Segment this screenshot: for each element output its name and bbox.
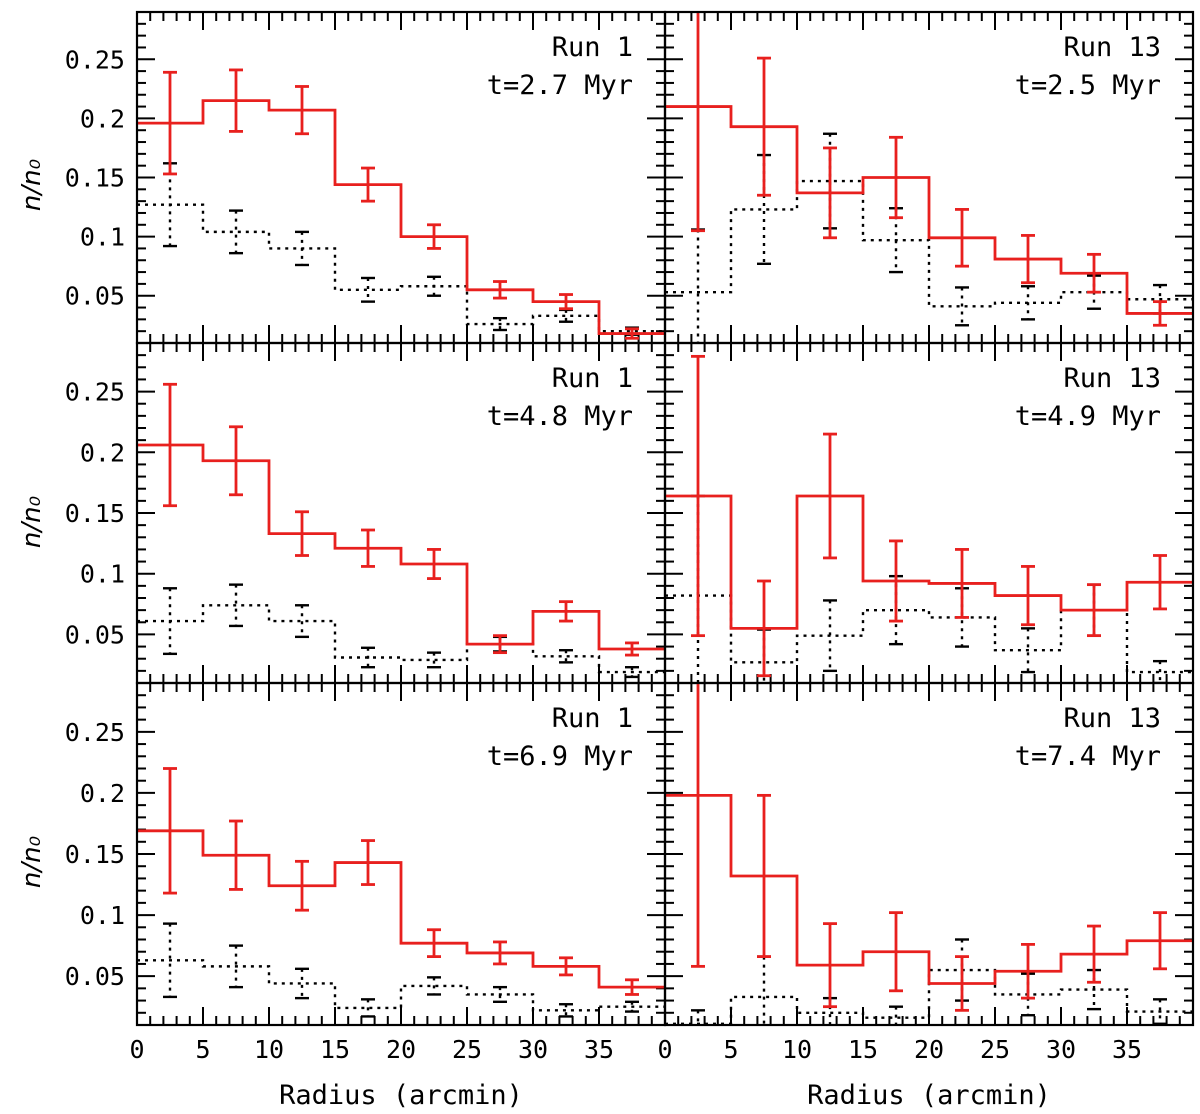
panel-3: 0.05 0.1 0.15 0.2 0.25 Run 1 t=4.8 Myr xyxy=(65,341,667,685)
y-tick-label: 0.2 xyxy=(80,779,125,808)
panel-run-label: Run 13 xyxy=(1063,32,1161,63)
y-tick-label: 0.1 xyxy=(80,901,125,930)
y-tick-label: 0.25 xyxy=(65,718,125,747)
panel-data xyxy=(137,767,665,1018)
y-tick-label: 0.15 xyxy=(65,499,125,528)
panel-run-label: Run 13 xyxy=(1063,703,1161,734)
panel-time-label: t=6.9 Myr xyxy=(487,741,633,772)
panel-time-label: t=2.7 Myr xyxy=(487,70,633,101)
y-axis-label-bottom: n/n₀ xyxy=(17,835,47,888)
panel-data xyxy=(137,68,665,340)
x-axis-label-left: Radius (arcmin) xyxy=(279,1080,523,1111)
panel-time-label: t=7.4 Myr xyxy=(1015,741,1161,772)
panel-data xyxy=(665,354,1193,683)
panel-run-label: Run 1 xyxy=(552,363,633,394)
panel-5: 0.05 0.1 0.15 0.2 0.25 0 5 10 15 20 25 30 35 Run 1 t=6… xyxy=(65,681,667,1064)
panel-frame xyxy=(663,681,1195,1027)
y-axis-label-middle: n/n₀ xyxy=(17,495,47,548)
panel-frame xyxy=(663,341,1195,685)
x-tick-label: 20 xyxy=(914,1035,944,1064)
panel-4: Run 13 t=4.9 Myr xyxy=(663,341,1195,685)
x-tick-label: 5 xyxy=(723,1035,738,1064)
y-axis-label-top: n/n₀ xyxy=(17,158,47,211)
x-tick-label: 25 xyxy=(452,1035,482,1064)
panel-1: 0.05 0.1 0.15 0.2 0.25 Run 1 t=2.7 Myr xyxy=(65,10,667,345)
x-tick-label: 5 xyxy=(195,1035,210,1064)
panel-2: Run 13 t=2.5 Myr xyxy=(663,10,1195,345)
step-line-solid xyxy=(137,829,665,989)
x-tick-label: 20 xyxy=(386,1035,416,1064)
step-line-dotted xyxy=(665,968,1193,1025)
panel-run-label: Run 13 xyxy=(1063,363,1161,394)
x-tick-label: 0 xyxy=(657,1035,672,1064)
step-line-dotted xyxy=(665,594,1193,674)
panel-data xyxy=(137,382,665,679)
y-tick-label: 0.05 xyxy=(65,620,125,649)
step-line-dotted xyxy=(137,959,665,1012)
y-tick-label: 0.25 xyxy=(65,378,125,407)
x-tick-label: 35 xyxy=(1112,1035,1142,1064)
panel-data xyxy=(665,12,1193,343)
panel-time-label: t=4.8 Myr xyxy=(487,401,633,432)
y-tick-label: 0.15 xyxy=(65,164,125,193)
y-tick-label: 0.2 xyxy=(80,104,125,133)
panel-run-label: Run 1 xyxy=(552,32,633,63)
y-tick-label: 0.05 xyxy=(65,282,125,311)
x-tick-label: 30 xyxy=(1046,1035,1076,1064)
y-tick-label: 0.05 xyxy=(65,962,125,991)
step-line-dotted xyxy=(137,604,665,674)
y-tick-label: 0.15 xyxy=(65,840,125,869)
step-line-solid xyxy=(665,793,1193,985)
panel-frame xyxy=(135,341,667,685)
y-tick-label: 0.1 xyxy=(80,223,125,252)
x-tick-label: 10 xyxy=(782,1035,812,1064)
x-axis-label-right: Radius (arcmin) xyxy=(807,1080,1051,1111)
panel-6: 0 5 10 15 20 25 30 35 Run 13 t=7.4 Myr xyxy=(657,681,1195,1064)
y-tick-label: 0.2 xyxy=(80,438,125,467)
x-tick-label: 0 xyxy=(129,1035,144,1064)
x-tick-label: 25 xyxy=(980,1035,1010,1064)
y-tick-label: 0.25 xyxy=(65,45,125,74)
x-tick-label: 35 xyxy=(584,1035,614,1064)
panel-time-label: t=2.5 Myr xyxy=(1015,70,1161,101)
x-tick-label: 30 xyxy=(518,1035,548,1064)
x-tick-label: 15 xyxy=(848,1035,878,1064)
step-line-solid xyxy=(137,443,665,651)
step-line-solid xyxy=(137,99,665,335)
panel-run-label: Run 1 xyxy=(552,703,633,734)
y-tick-label: 0.1 xyxy=(80,560,125,589)
x-tick-label: 15 xyxy=(320,1035,350,1064)
x-tick-label: 10 xyxy=(254,1035,284,1064)
panel-time-label: t=4.9 Myr xyxy=(1015,401,1161,432)
step-line-solid xyxy=(665,494,1193,630)
panel-data xyxy=(665,683,1193,1025)
